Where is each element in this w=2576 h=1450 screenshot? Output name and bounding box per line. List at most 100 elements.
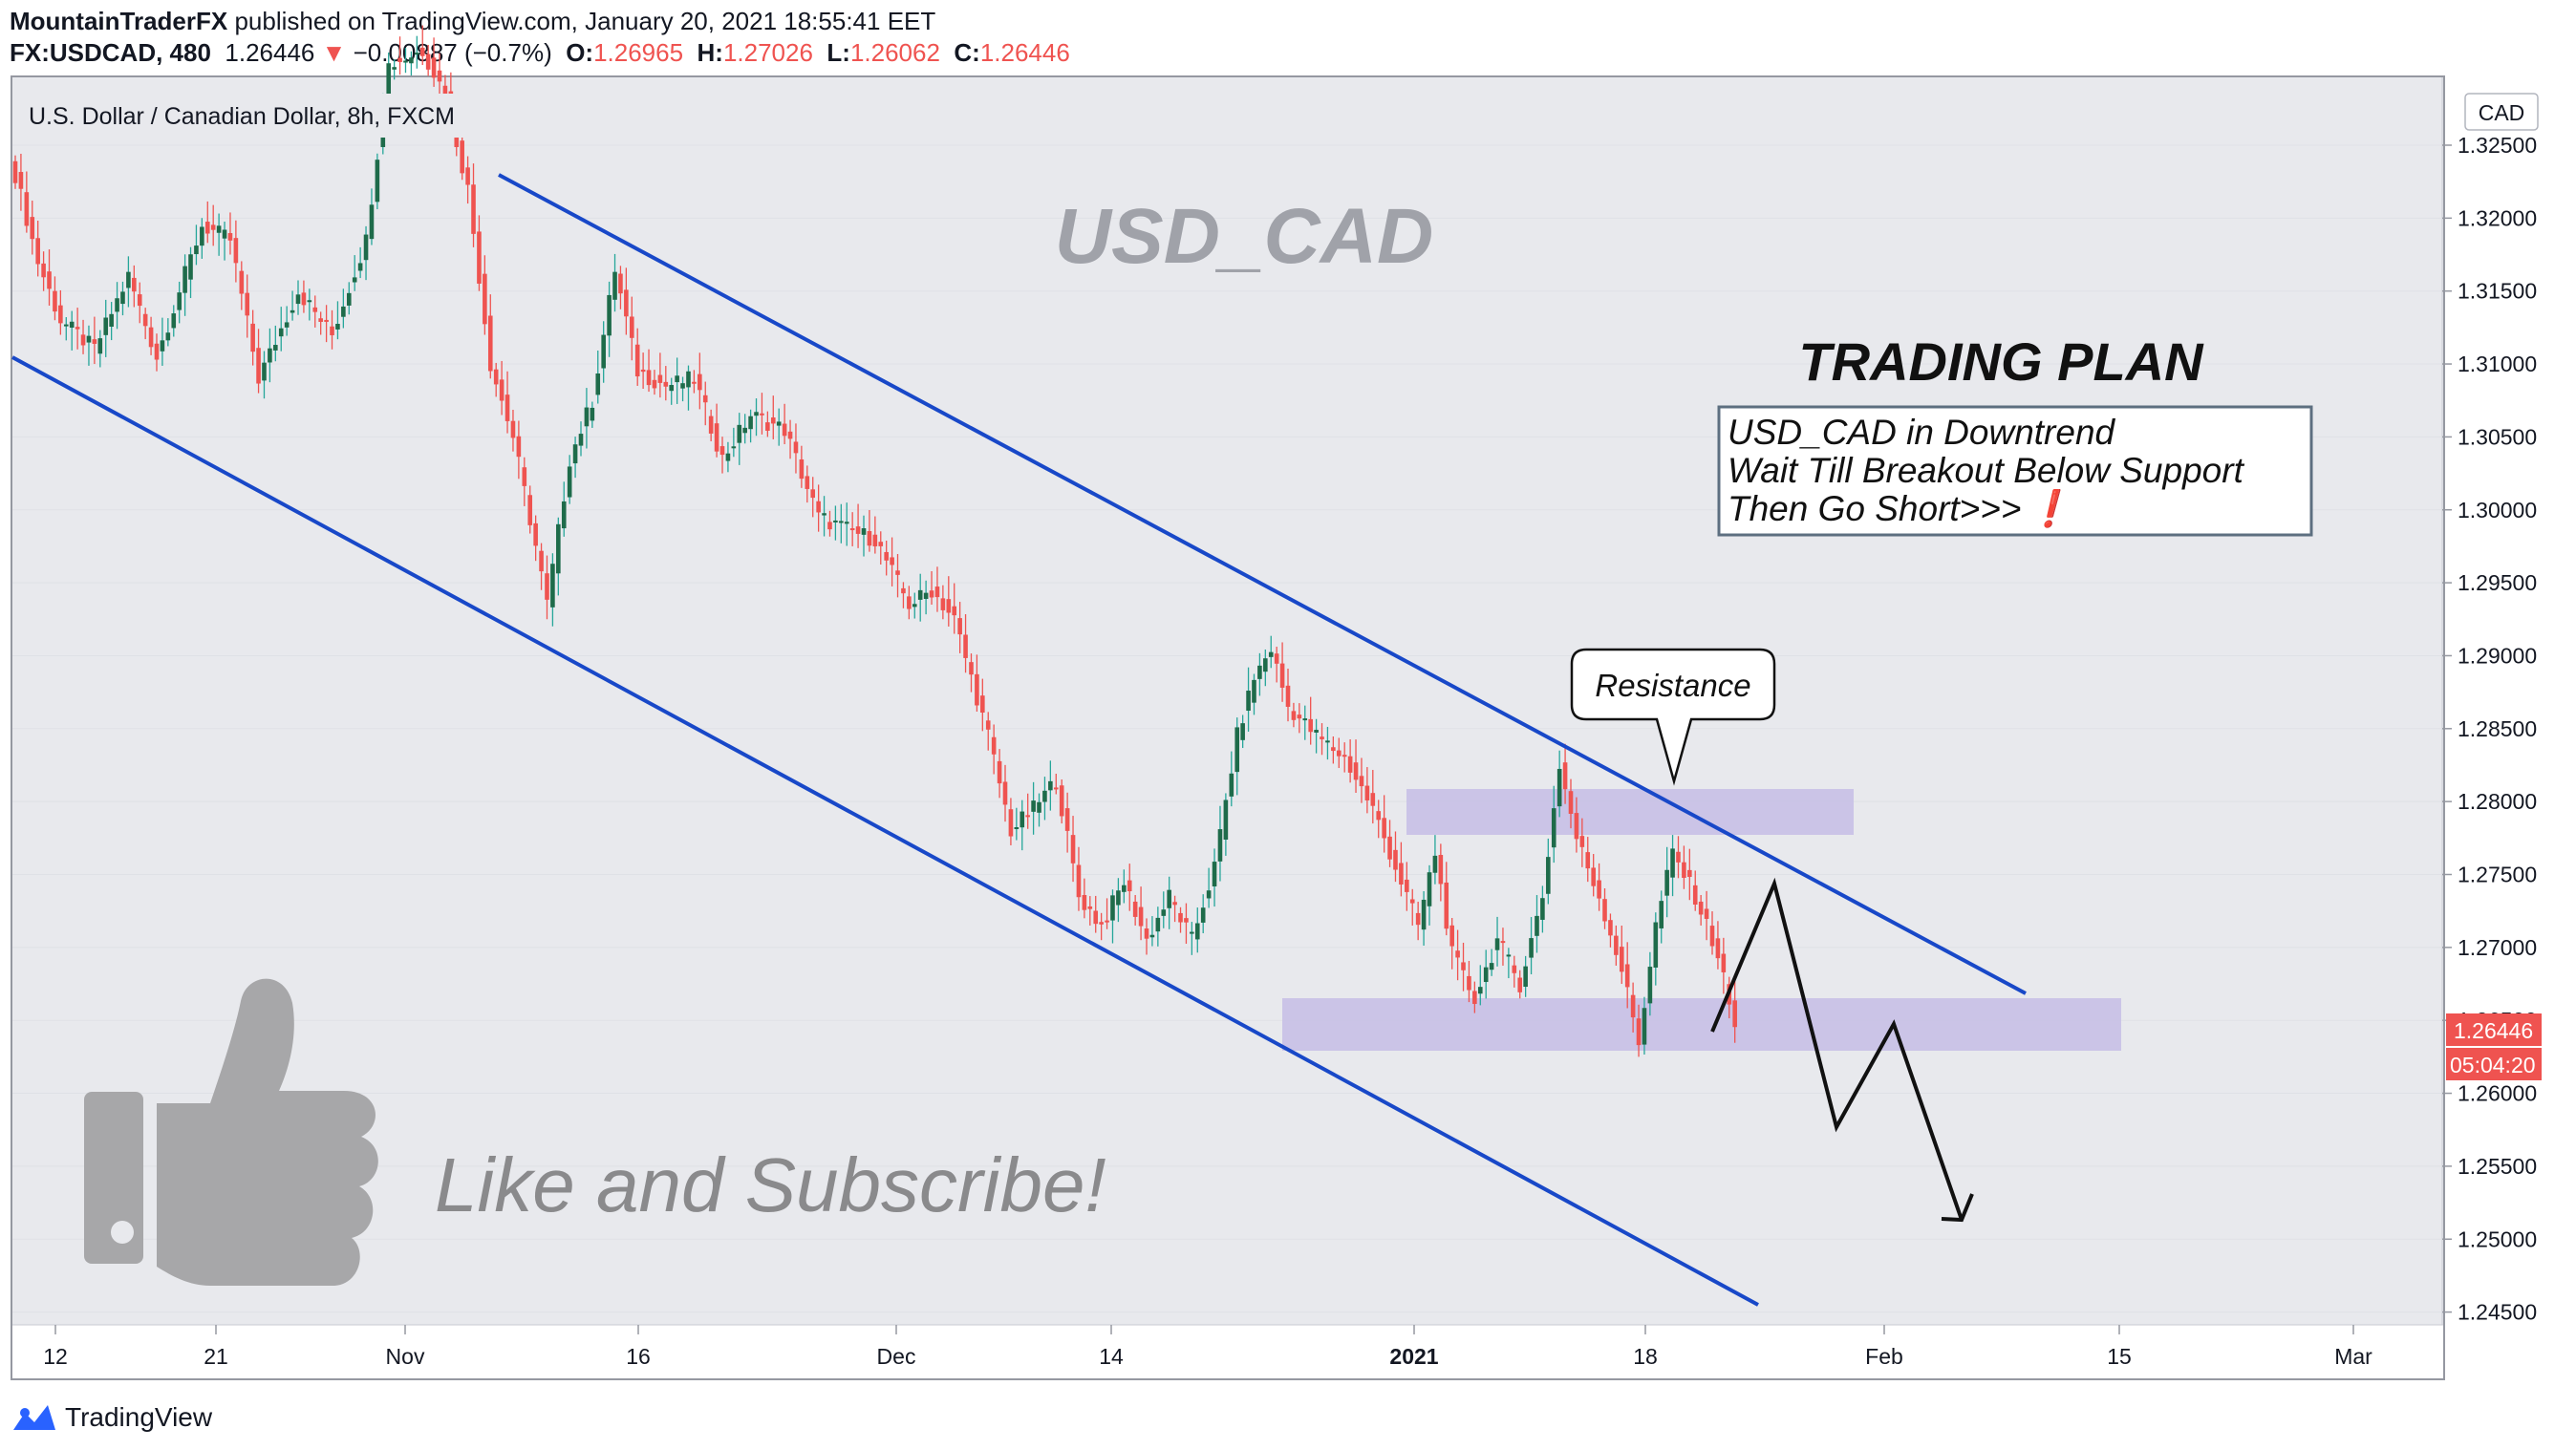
low-value: 1.26062 [849, 38, 940, 67]
resistance-callout[interactable]: Resistance [1570, 648, 1776, 786]
price-tag-bg [2446, 1013, 2542, 1046]
candle-body [419, 47, 425, 56]
candle-body [268, 348, 272, 363]
candle-body [742, 427, 747, 434]
candle-body [1268, 651, 1274, 657]
candle-body [103, 317, 109, 335]
candle-body [663, 381, 669, 387]
candle-body [278, 328, 284, 337]
candle-body [386, 63, 392, 112]
price-axis[interactable]: 1.32500 1.32000 1.31500 1.31000 1.30500 1.300… [2442, 133, 2537, 1325]
candle-body [1122, 885, 1127, 892]
publisher-name[interactable]: MountainTraderFX [10, 7, 228, 35]
candle-body [1427, 872, 1432, 906]
candle-body [1206, 890, 1212, 899]
candle-body [437, 70, 442, 82]
candle-body [1687, 869, 1692, 878]
candle-body [1274, 653, 1279, 664]
candle-body [963, 634, 968, 658]
candle-body [312, 307, 318, 312]
candle-body [69, 321, 75, 329]
candle-body [1020, 811, 1025, 828]
candle-body [1647, 967, 1653, 1004]
candle-body [1664, 869, 1669, 896]
low-label: L: [826, 38, 850, 67]
candle-body [692, 381, 697, 384]
candle-body [782, 423, 787, 437]
candle-body [923, 592, 929, 599]
candle-body [1331, 747, 1336, 752]
candle-body [675, 375, 679, 383]
candle-body [182, 266, 187, 293]
candle-body [1302, 718, 1308, 721]
footer[interactable]: TradingView [11, 1397, 212, 1439]
candle-body [980, 695, 985, 714]
candle-body [1556, 768, 1562, 807]
y-tick-label: 1.29500 [2458, 570, 2537, 595]
candle-body [805, 476, 810, 489]
candle-body [1229, 773, 1234, 797]
candle-body [754, 412, 759, 416]
candle-body [1314, 730, 1319, 733]
candle-body [629, 316, 634, 338]
candle-body [657, 374, 663, 383]
candle-body [917, 589, 923, 600]
candle-body [1093, 910, 1099, 925]
y-tick-label: 1.31500 [2458, 279, 2537, 304]
candle-body [1608, 920, 1613, 936]
candle-body [1263, 658, 1268, 672]
candle-body [607, 294, 612, 336]
candle-body [499, 379, 504, 401]
candle-body [97, 338, 103, 354]
candle-body [556, 523, 561, 574]
candle-body [612, 271, 617, 300]
candle-body [827, 522, 832, 530]
candle-body [1467, 975, 1471, 991]
candle-body [1512, 965, 1517, 973]
candle-body [1184, 918, 1189, 923]
countdown-text: 05:04:20 [2450, 1053, 2536, 1077]
candle-body [465, 167, 470, 185]
subscribe-text: Like and Subscribe! [435, 1142, 1106, 1227]
publish-line: MountainTraderFX published on TradingVie… [10, 6, 2566, 37]
candle-body [867, 530, 872, 546]
candle-body [1149, 934, 1155, 938]
candle-body [1636, 1018, 1642, 1046]
candle-body [810, 489, 816, 499]
y-tick-label: 1.25500 [2458, 1154, 2537, 1179]
candle-body [63, 324, 69, 327]
candle-body [148, 327, 154, 348]
candle-body [1132, 901, 1138, 917]
candle-body [1161, 909, 1167, 916]
candle-body [1399, 863, 1404, 885]
candle-body [18, 172, 24, 189]
candle-body [1223, 800, 1229, 840]
channel-lower-line[interactable] [11, 355, 1759, 1307]
plan-box[interactable]: USD_CAD in Downtrend Wait Till Breakout … [1717, 405, 2313, 537]
currency-badge[interactable]: CAD [2464, 93, 2539, 131]
candle-body [1676, 851, 1681, 863]
time-axis[interactable]: 12 21 Nov 16 Dec 14 2021 18 Feb 15 Mar [43, 1325, 2372, 1369]
legend-backdrop [25, 94, 466, 138]
channel-upper-line[interactable] [498, 173, 2027, 995]
candle-body [1540, 898, 1545, 920]
candle-body [1415, 912, 1421, 926]
candle-body [907, 596, 912, 609]
candle-body [1347, 756, 1353, 773]
candle-body [686, 371, 691, 388]
candle-body [12, 160, 18, 183]
candle-body [1568, 791, 1574, 814]
candle-body [1597, 880, 1601, 899]
candle-body [901, 587, 906, 594]
candle-body [698, 373, 702, 391]
resistance-label: Resistance [1595, 668, 1750, 703]
projection-path[interactable] [1710, 877, 1964, 1221]
candle-body [1037, 801, 1041, 813]
candle-body [335, 324, 340, 330]
candle-body [115, 298, 119, 312]
candle-body [1483, 967, 1489, 983]
candle-body [86, 335, 92, 343]
change-arrow-icon: ▼ [321, 38, 347, 67]
x-tick-label: 16 [626, 1344, 651, 1369]
